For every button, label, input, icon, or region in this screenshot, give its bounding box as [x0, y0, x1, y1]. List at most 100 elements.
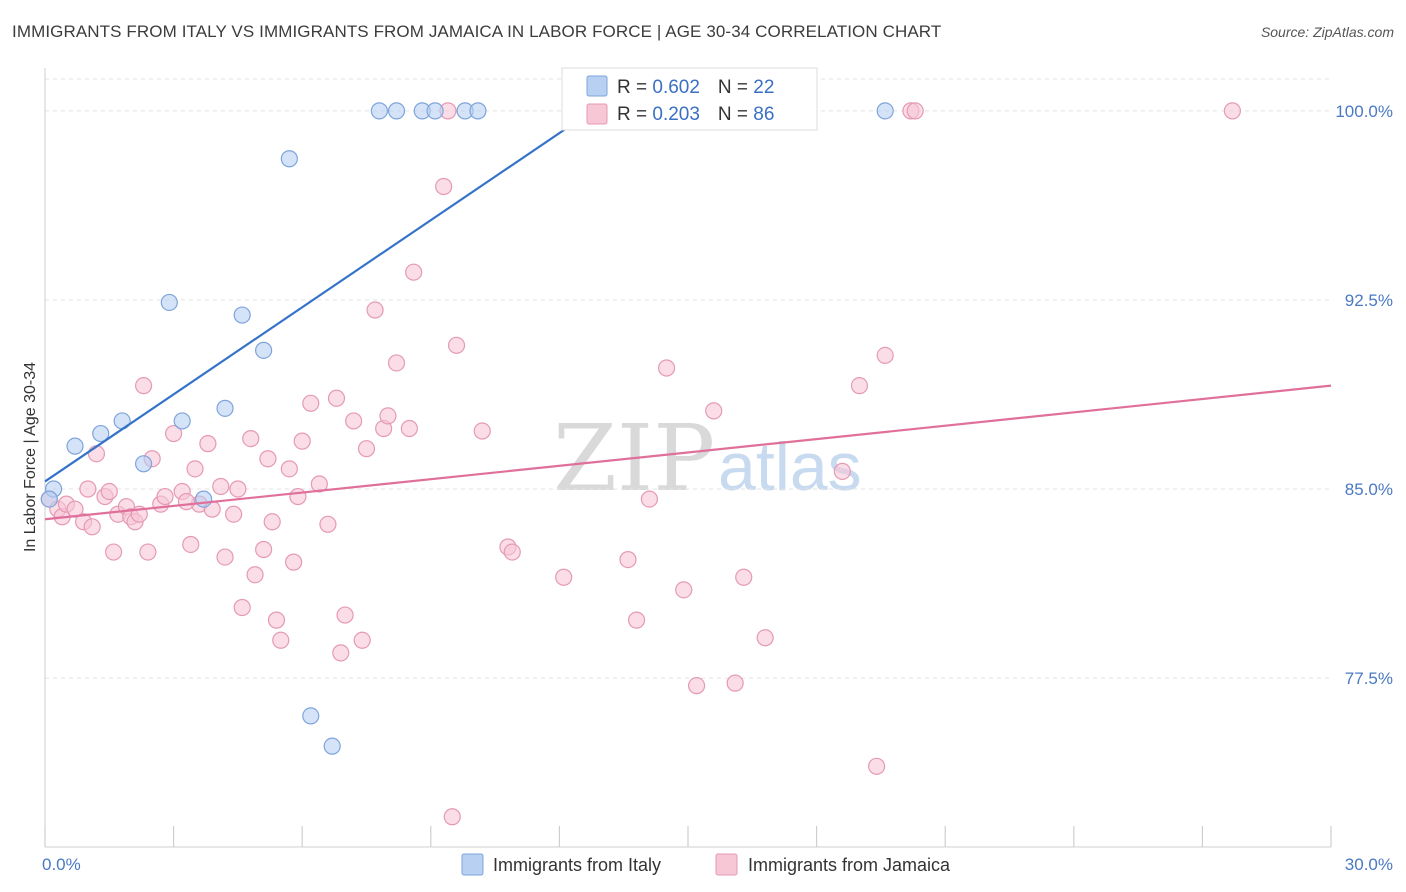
italy-point: [302, 707, 320, 725]
jamaica-point: [327, 389, 346, 407]
legend-italy-n: 22: [753, 77, 774, 98]
jamaica-point: [272, 631, 290, 649]
jamaica-point: [366, 301, 384, 319]
jamaica-point: [285, 553, 303, 571]
jamaica-point: [627, 611, 646, 629]
jamaica-point: [233, 598, 251, 617]
jamaica-point: [357, 440, 376, 458]
italy-point: [134, 455, 153, 473]
jamaica-point: [443, 808, 461, 826]
italy-point: [233, 306, 251, 324]
jamaica-point: [246, 566, 264, 584]
jamaica-point: [675, 581, 693, 599]
legend-jamaica-r: 0.203: [652, 104, 700, 125]
jamaica-point: [259, 450, 277, 468]
jamaica-point: [182, 535, 200, 554]
jamaica-point: [387, 354, 406, 372]
jamaica-point: [619, 551, 637, 569]
y-tick-label: 100.0%: [1335, 102, 1393, 121]
italy-point: [370, 102, 388, 120]
italy-point: [92, 424, 110, 443]
legend-jamaica-r-label: R =: [617, 104, 652, 125]
jamaica-point: [263, 513, 281, 531]
jamaica-point: [293, 432, 311, 450]
jamaica-point: [139, 543, 157, 561]
jamaica-point: [503, 543, 521, 561]
jamaica-points: [40, 102, 1242, 826]
jamaica-point: [850, 377, 869, 395]
series-legend: Immigrants from Italy Immigrants from Ja…: [461, 853, 951, 876]
jamaica-point: [255, 540, 273, 559]
jamaica-point: [555, 568, 573, 586]
jamaica-point: [216, 548, 234, 566]
jamaica-point: [379, 407, 397, 425]
italy-point: [66, 437, 84, 455]
y-tick-labels: 77.5% 85.0% 92.5% 100.0%: [1335, 102, 1393, 688]
jamaica-point: [87, 445, 106, 463]
jamaica-point: [726, 674, 744, 692]
jamaica-point: [79, 480, 97, 498]
jamaica-point: [345, 412, 363, 430]
jamaica-point: [186, 460, 204, 478]
jamaica-point: [199, 435, 217, 453]
italy-point: [173, 412, 191, 430]
jamaica-point: [177, 493, 196, 511]
trend-lines: [44, 97, 1332, 521]
bottom-legend-jamaica-label: Immigrants from Jamaica: [748, 855, 951, 875]
italy-point: [160, 293, 178, 312]
correlation-legend: R = 0.602 N = 22 R = 0.203 N = 86: [561, 67, 818, 131]
jamaica-point: [687, 677, 706, 695]
italy-point: [469, 102, 487, 120]
jamaica-point: [405, 263, 423, 281]
jamaica-point: [310, 475, 328, 493]
legend-jamaica-n-label: N =: [718, 104, 753, 125]
jamaica-point: [906, 102, 924, 120]
jamaica-point: [447, 336, 466, 354]
jamaica-point: [353, 631, 371, 649]
jamaica-point: [83, 518, 101, 536]
italy-point: [387, 102, 406, 120]
jamaica-point: [1223, 102, 1242, 120]
bottom-legend-italy-label: Immigrants from Italy: [493, 855, 661, 875]
jamaica-point: [336, 606, 354, 624]
jamaica-trend-line: [44, 384, 1332, 521]
italy-point: [876, 102, 894, 120]
jamaica-point: [242, 429, 260, 448]
bottom-legend-italy-swatch: [461, 853, 484, 876]
chart-title: IMMIGRANTS FROM ITALY VS IMMIGRANTS FROM…: [12, 22, 942, 41]
italy-point: [280, 150, 298, 168]
jamaica-point: [229, 480, 247, 498]
jamaica-point: [400, 419, 418, 438]
italy-point: [216, 399, 234, 417]
x-ticks: [44, 826, 1332, 847]
legend-jamaica-swatch: [586, 103, 608, 125]
italy-points: [40, 102, 894, 755]
source-label: Source: ZipAtlas.com: [1260, 24, 1394, 40]
y-tick-label: 85.0%: [1345, 480, 1393, 499]
italy-point: [255, 341, 273, 359]
bottom-legend-jamaica-swatch: [715, 853, 738, 876]
jamaica-point: [134, 377, 153, 395]
jamaica-point: [319, 515, 337, 533]
jamaica-point: [640, 490, 659, 508]
jamaica-point: [473, 422, 491, 440]
jamaica-point: [156, 487, 174, 506]
italy-point: [323, 737, 341, 755]
jamaica-point: [100, 482, 118, 501]
jamaica-point: [165, 424, 183, 443]
jamaica-point: [435, 177, 453, 196]
jamaica-point: [332, 644, 350, 662]
italy-point: [195, 490, 213, 508]
x-tick-label-max: 30.0%: [1345, 855, 1393, 874]
x-tick-label-min: 0.0%: [42, 855, 81, 874]
jamaica-point: [289, 487, 307, 506]
legend-italy-r: 0.602: [652, 77, 700, 98]
jamaica-point: [302, 394, 320, 412]
jamaica-point: [212, 477, 230, 496]
y-tick-label: 77.5%: [1345, 669, 1393, 688]
jamaica-point: [104, 543, 123, 561]
jamaica-point: [705, 402, 723, 420]
legend-italy-n-label: N =: [718, 77, 753, 98]
y-tick-label: 92.5%: [1345, 291, 1393, 310]
